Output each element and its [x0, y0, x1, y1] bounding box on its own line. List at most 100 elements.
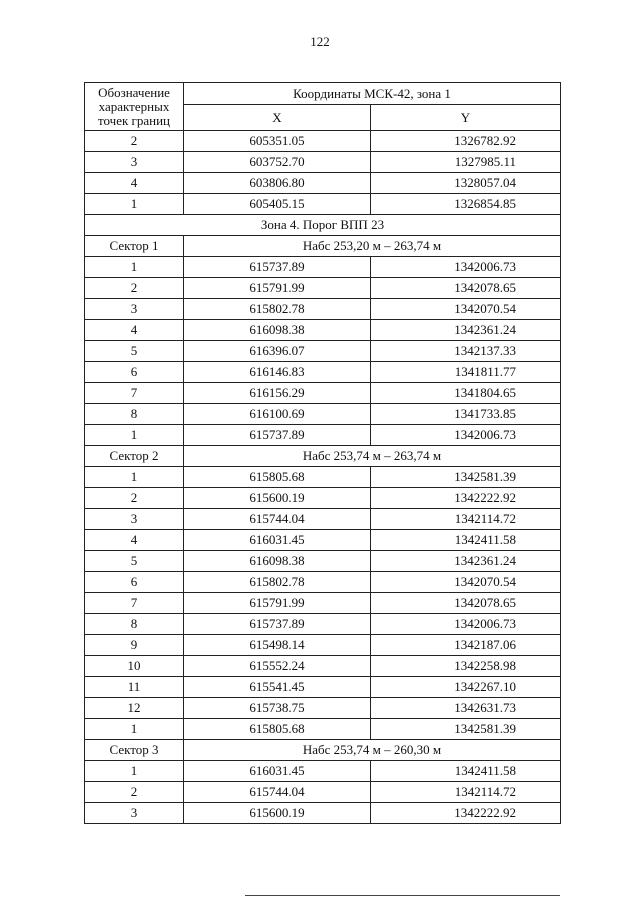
table-row: Обозначение характерных точек границ Коор… [84, 82, 561, 131]
table-row: 3 615744.04 1342114.72 [84, 508, 561, 530]
point-cell: 5 [84, 340, 184, 362]
x-cell: 603752.70 [183, 151, 371, 173]
table-row: 4 616098.38 1342361.24 [84, 319, 561, 341]
x-cell: 615600.19 [183, 802, 371, 824]
point-cell: 1 [84, 718, 184, 740]
point-cell: 5 [84, 550, 184, 572]
x-cell: 603806.80 [183, 172, 371, 194]
point-cell: 1 [84, 760, 184, 782]
table-row: 8 616100.69 1341733.85 [84, 403, 561, 425]
height-cell: Набс 253,74 м – 263,74 м [183, 445, 561, 467]
table-row: Сектор 3 Набс 253,74 м – 260,30 м [84, 739, 561, 761]
point-cell: 3 [84, 802, 184, 824]
table-row: 2 605351.05 1326782.92 [84, 130, 561, 152]
point-cell: 6 [84, 571, 184, 593]
coordinates-table: Обозначение характерных точек границ Коор… [84, 82, 561, 824]
x-cell: 616031.45 [183, 760, 371, 782]
table-row: 5 616396.07 1342137.33 [84, 340, 561, 362]
x-cell: 616396.07 [183, 340, 371, 362]
y-cell: 1326854.85 [370, 193, 561, 215]
point-cell: 4 [84, 529, 184, 551]
table-row: 2 615744.04 1342114.72 [84, 781, 561, 803]
point-cell: 10 [84, 655, 184, 677]
y-cell: 1342137.33 [370, 340, 561, 362]
x-cell: 615791.99 [183, 592, 371, 614]
x-cell: 615744.04 [183, 781, 371, 803]
x-cell: 616100.69 [183, 403, 371, 425]
y-cell: 1342631.73 [370, 697, 561, 719]
table-row: 1 615737.89 1342006.73 [84, 424, 561, 446]
point-cell: 7 [84, 592, 184, 614]
y-cell: 1342070.54 [370, 571, 561, 593]
table-row: Зона 4. Порог ВПП 23 [84, 214, 561, 236]
x-cell: 615744.04 [183, 508, 371, 530]
table-row: 1 615805.68 1342581.39 [84, 466, 561, 488]
y-cell: 1328057.04 [370, 172, 561, 194]
table-row: 7 615791.99 1342078.65 [84, 592, 561, 614]
table-row: 11 615541.45 1342267.10 [84, 676, 561, 698]
table-row: 5 616098.38 1342361.24 [84, 550, 561, 572]
x-cell: 605351.05 [183, 130, 371, 152]
x-cell: 615802.78 [183, 571, 371, 593]
point-cell: 11 [84, 676, 184, 698]
table-row: 9 615498.14 1342187.06 [84, 634, 561, 656]
y-cell: 1342114.72 [370, 781, 561, 803]
point-cell: 4 [84, 319, 184, 341]
y-cell: 1342267.10 [370, 676, 561, 698]
table-row: 1 615737.89 1342006.73 [84, 256, 561, 278]
y-cell: 1341811.77 [370, 361, 561, 383]
table-row: 4 603806.80 1328057.04 [84, 172, 561, 194]
x-cell: 605405.15 [183, 193, 371, 215]
y-cell: 1326782.92 [370, 130, 561, 152]
x-cell: 616156.29 [183, 382, 371, 404]
x-cell: 616098.38 [183, 319, 371, 341]
y-cell: 1342114.72 [370, 508, 561, 530]
header-cell: Y [370, 104, 561, 131]
x-cell: 615802.78 [183, 298, 371, 320]
x-cell: 615791.99 [183, 277, 371, 299]
table-row: 12 615738.75 1342631.73 [84, 697, 561, 719]
y-cell: 1342006.73 [370, 424, 561, 446]
y-cell: 1342070.54 [370, 298, 561, 320]
point-cell: 2 [84, 487, 184, 509]
y-cell: 1342581.39 [370, 466, 561, 488]
x-cell: 615600.19 [183, 487, 371, 509]
y-cell: 1341804.65 [370, 382, 561, 404]
sector-cell: Сектор 1 [84, 235, 184, 257]
y-cell: 1342361.24 [370, 319, 561, 341]
point-cell: 1 [84, 193, 184, 215]
y-cell: 1342222.92 [370, 487, 561, 509]
header-cell: Координаты МСК-42, зона 1 [183, 82, 561, 105]
sector-cell: Сектор 3 [84, 739, 184, 761]
x-cell: 615805.68 [183, 718, 371, 740]
y-cell: 1342411.58 [370, 760, 561, 782]
header-cell: X [183, 104, 371, 131]
footer-line [245, 895, 560, 896]
table-row: 1 605405.15 1326854.85 [84, 193, 561, 215]
y-cell: 1327985.11 [370, 151, 561, 173]
x-cell: 616098.38 [183, 550, 371, 572]
table-row: 6 615802.78 1342070.54 [84, 571, 561, 593]
height-cell: Набс 253,74 м – 260,30 м [183, 739, 561, 761]
table-row: 3 615802.78 1342070.54 [84, 298, 561, 320]
x-cell: 615738.75 [183, 697, 371, 719]
y-cell: 1342258.98 [370, 655, 561, 677]
height-cell: Набс 253,20 м – 263,74 м [183, 235, 561, 257]
point-cell: 9 [84, 634, 184, 656]
y-cell: 1342078.65 [370, 277, 561, 299]
table-row: 7 616156.29 1341804.65 [84, 382, 561, 404]
x-cell: 615737.89 [183, 256, 371, 278]
table-row: 3 603752.70 1327985.11 [84, 151, 561, 173]
x-cell: 615737.89 [183, 424, 371, 446]
point-cell: 3 [84, 151, 184, 173]
table-row: 2 615791.99 1342078.65 [84, 277, 561, 299]
x-cell: 615541.45 [183, 676, 371, 698]
y-cell: 1342222.92 [370, 802, 561, 824]
table-row: 4 616031.45 1342411.58 [84, 529, 561, 551]
y-cell: 1342078.65 [370, 592, 561, 614]
point-cell: 7 [84, 382, 184, 404]
y-cell: 1342411.58 [370, 529, 561, 551]
x-cell: 616031.45 [183, 529, 371, 551]
x-cell: 615805.68 [183, 466, 371, 488]
point-cell: 3 [84, 508, 184, 530]
